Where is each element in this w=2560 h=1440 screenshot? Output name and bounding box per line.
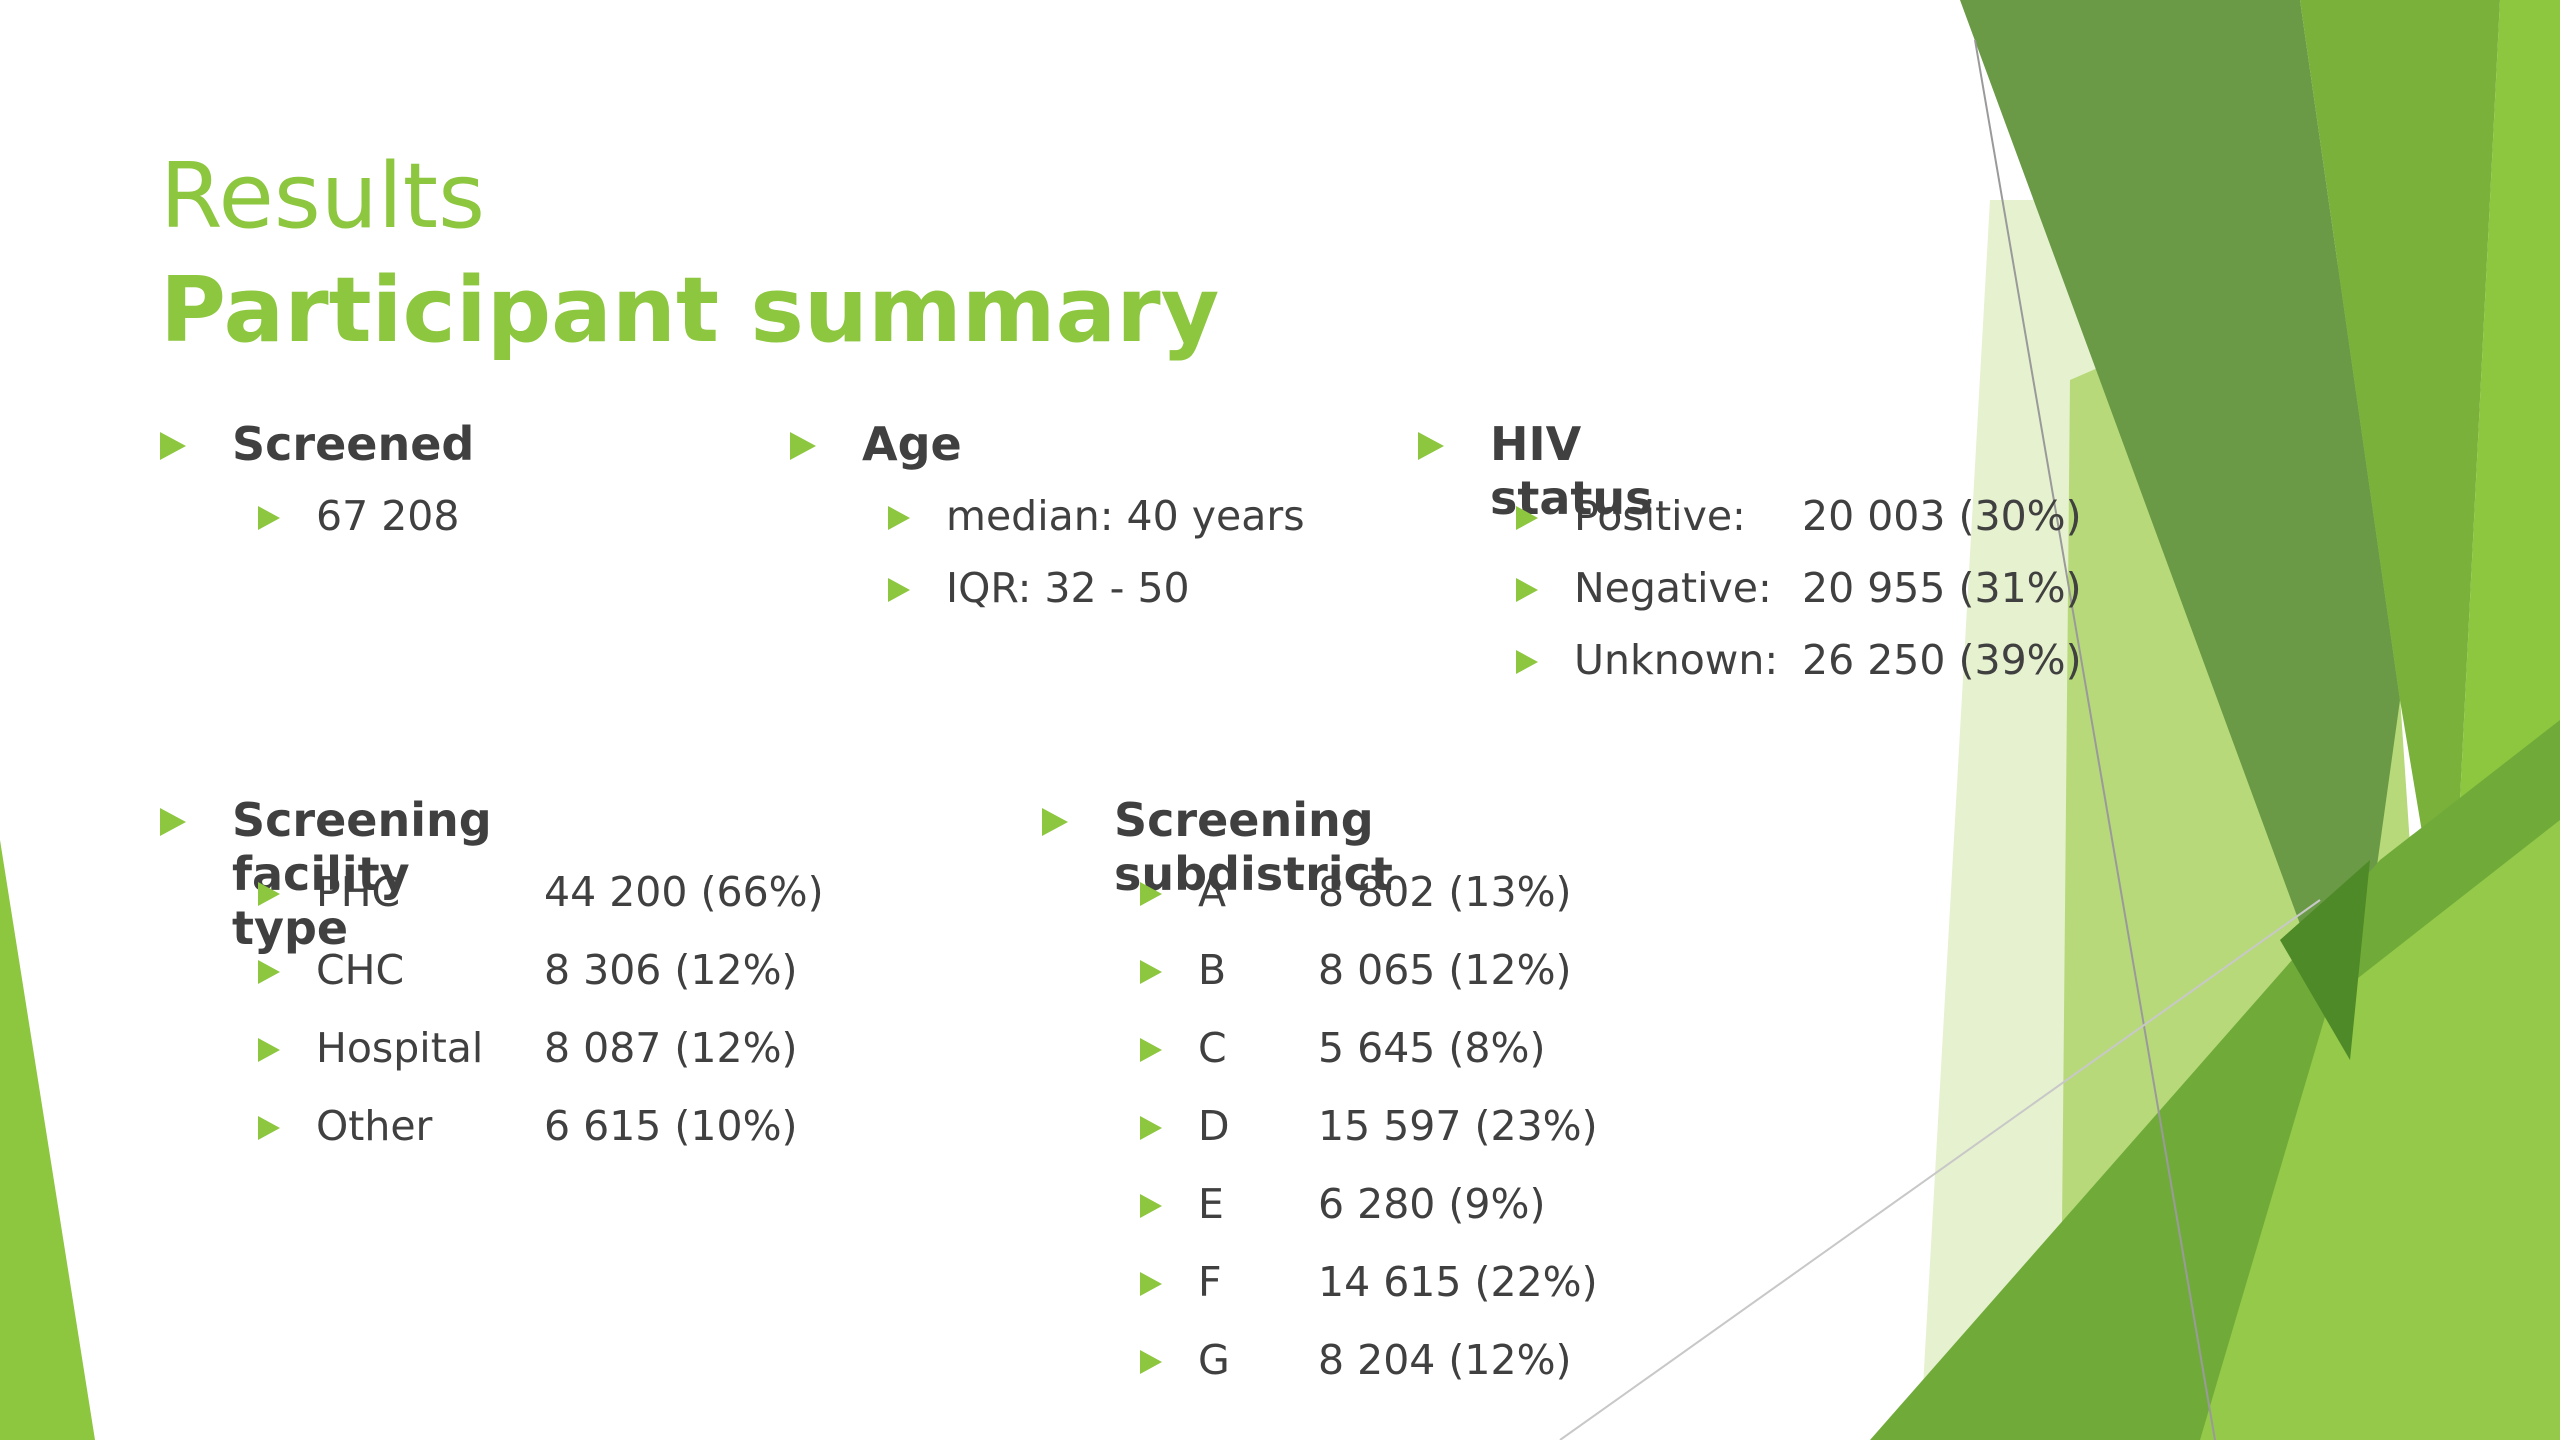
item-value: 8 802 (13%) [1318, 868, 1572, 916]
triangle-right-icon [1418, 432, 1444, 460]
item-value: 26 250 (39%) [1802, 636, 2082, 684]
right-facet-shadow [2280, 860, 2370, 1060]
page-subtitle: Participant summary [160, 258, 1220, 363]
diagonal-line-2 [1559, 899, 2321, 1440]
triangle-right-icon [258, 882, 280, 906]
triangle-right-icon [888, 506, 910, 530]
item-label: CHC [316, 946, 405, 994]
triangle-right-icon [1140, 1350, 1162, 1374]
item-label: G [1198, 1336, 1230, 1384]
right-facet-dark [1960, 0, 2400, 1060]
screened-heading: Screened [232, 417, 475, 471]
item-label: IQR: 32 - 50 [946, 564, 1190, 612]
triangle-right-icon [258, 960, 280, 984]
triangle-right-icon [258, 506, 280, 530]
item-value: 8 087 (12%) [544, 1024, 798, 1072]
diagonal-line-1 [1974, 39, 2216, 1440]
right-facet-bottom-light [2200, 820, 2560, 1440]
triangle-right-icon [160, 432, 186, 460]
triangle-right-icon [1140, 1194, 1162, 1218]
triangle-right-icon [160, 808, 186, 836]
triangle-right-icon [1516, 506, 1538, 530]
item-value: 44 200 (66%) [544, 868, 824, 916]
item-value: 8 306 (12%) [544, 946, 798, 994]
triangle-right-icon [1516, 650, 1538, 674]
item-value: 20 003 (30%) [1802, 492, 2082, 540]
item-label: Unknown: [1574, 636, 1779, 684]
item-label: Other [316, 1102, 433, 1150]
triangle-right-icon [1140, 1272, 1162, 1296]
age-heading: Age [862, 417, 962, 471]
triangle-right-icon [1042, 808, 1068, 836]
triangle-right-icon [258, 1116, 280, 1140]
triangle-right-icon [1140, 1038, 1162, 1062]
triangle-right-icon [1140, 882, 1162, 906]
item-label: Negative: [1574, 564, 1772, 612]
item-value: 14 615 (22%) [1318, 1258, 1598, 1306]
right-facet-mid [2300, 0, 2500, 1000]
page-title: Results [160, 144, 485, 249]
triangle-right-icon [258, 1038, 280, 1062]
item-value: 6 280 (9%) [1318, 1180, 1546, 1228]
item-label: Hospital [316, 1024, 484, 1072]
item-label: PHC [316, 868, 401, 916]
left-green-sliver [0, 840, 95, 1440]
item-label: median: 40 years [946, 492, 1305, 540]
item-label: D [1198, 1102, 1230, 1150]
item-label: C [1198, 1024, 1227, 1072]
triangle-right-icon [1140, 960, 1162, 984]
triangle-right-icon [888, 578, 910, 602]
item-value: 8 065 (12%) [1318, 946, 1572, 994]
item-value: 20 955 (31%) [1802, 564, 2082, 612]
triangle-right-icon [1516, 578, 1538, 602]
item-label: A [1198, 868, 1227, 916]
item-value: 6 615 (10%) [544, 1102, 798, 1150]
triangle-right-icon [790, 432, 816, 460]
item-label: E [1198, 1180, 1224, 1228]
item-value: 8 204 (12%) [1318, 1336, 1572, 1384]
triangle-right-icon [1140, 1116, 1162, 1140]
item-label: Positive: [1574, 492, 1746, 540]
item-label: F [1198, 1258, 1222, 1306]
item-value: 5 645 (8%) [1318, 1024, 1546, 1072]
item-label: B [1198, 946, 1227, 994]
item-label: 67 208 [316, 492, 460, 540]
item-value: 15 597 (23%) [1318, 1102, 1598, 1150]
facility-heading: Screening facility type [232, 793, 492, 955]
